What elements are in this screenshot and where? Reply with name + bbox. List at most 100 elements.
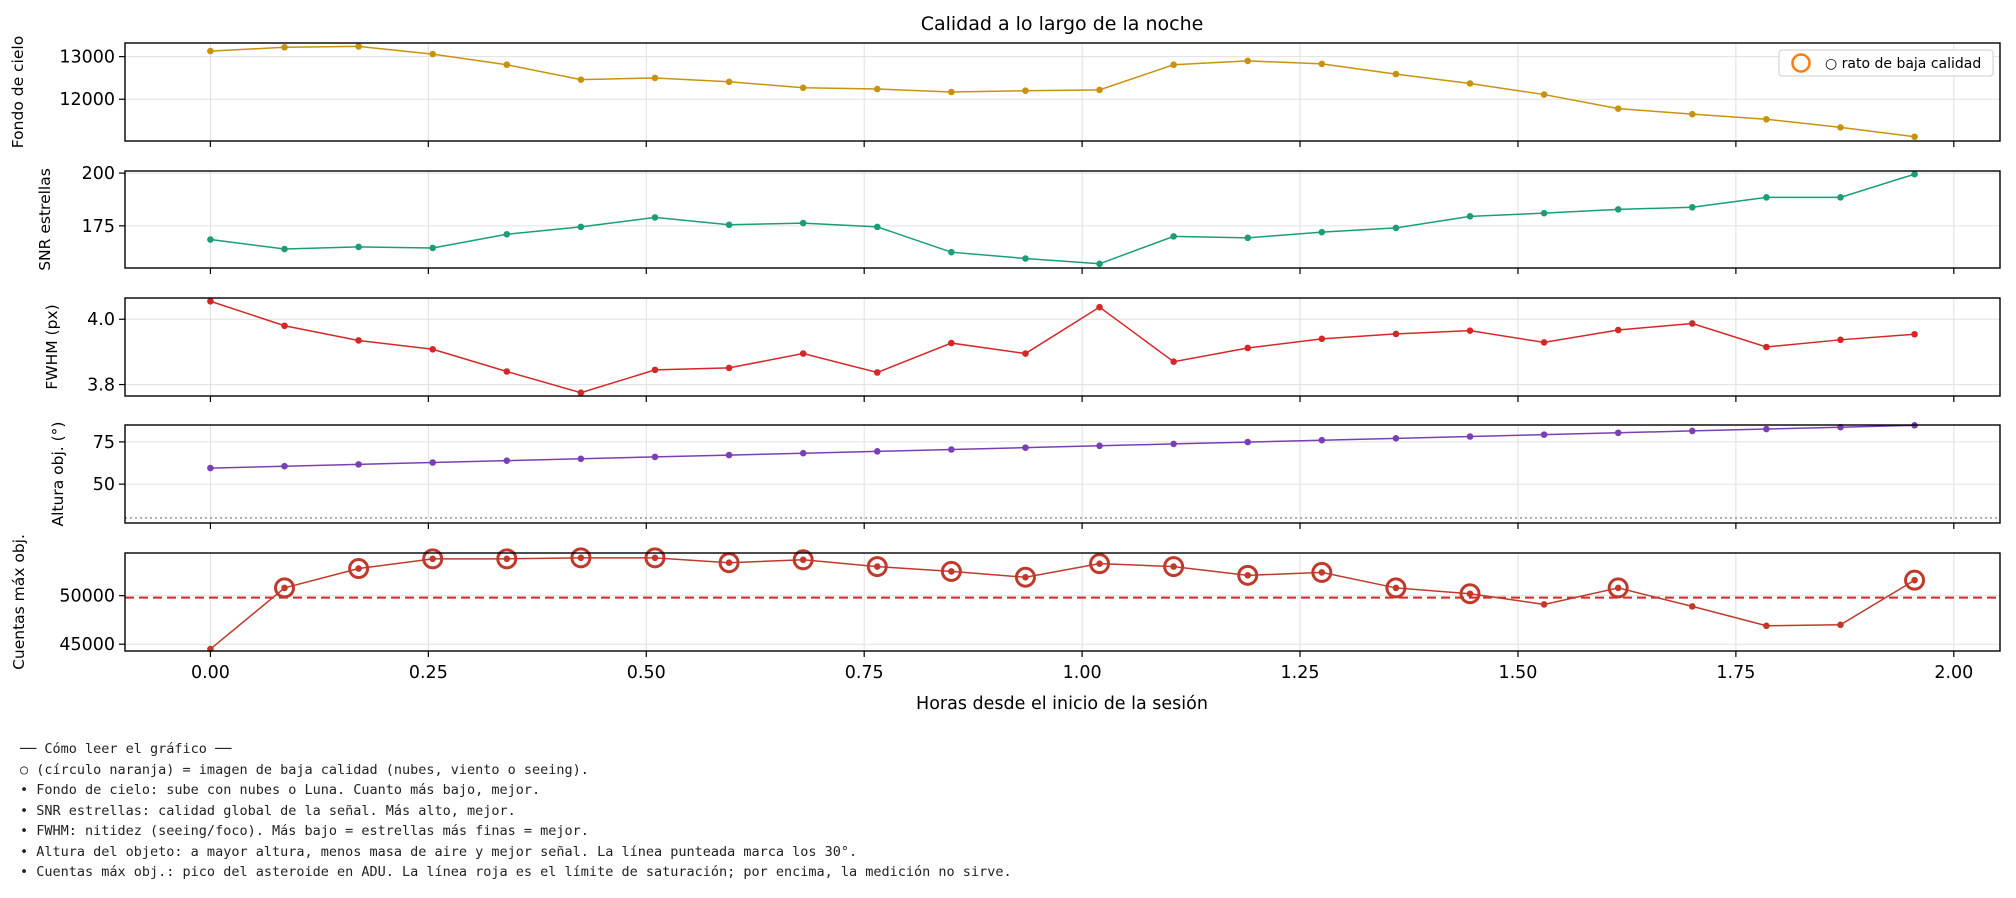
data-point — [1688, 427, 1696, 435]
data-point — [281, 584, 288, 592]
data-point — [799, 556, 807, 564]
panel-frame — [124, 552, 2001, 652]
data-point — [1392, 70, 1400, 78]
data-point — [1540, 209, 1548, 217]
data-point — [1170, 233, 1177, 240]
data-point — [1466, 590, 1474, 598]
data-point — [207, 464, 214, 472]
data-point — [429, 459, 437, 466]
data-point — [1911, 133, 1918, 141]
data-point — [207, 297, 214, 305]
low-quality-marker — [1237, 564, 1259, 586]
y-tick-label: 4.0 — [87, 310, 115, 330]
data-point — [725, 364, 733, 372]
data-point — [1614, 429, 1622, 437]
data-point — [651, 74, 659, 82]
data-point — [1170, 61, 1177, 69]
panel-frame — [124, 297, 2001, 397]
low-quality-marker — [348, 558, 370, 580]
data-point — [651, 554, 659, 562]
data-point — [1170, 358, 1177, 366]
x-tick-label: 1.75 — [1716, 663, 1755, 683]
data-point — [1022, 573, 1029, 581]
x-tick-label: 0.00 — [191, 663, 230, 683]
panel-frame — [124, 42, 2001, 142]
data-point — [1614, 326, 1622, 334]
data-point — [429, 555, 437, 563]
data-point — [725, 451, 733, 459]
data-point — [1911, 170, 1918, 178]
reading-guide: ── Cómo leer el gráfico ── ○ (círculo na… — [20, 739, 1012, 883]
low-quality-marker — [422, 548, 444, 570]
data-point — [1837, 621, 1844, 629]
data-point — [1392, 584, 1400, 592]
data-point — [355, 43, 362, 50]
data-point — [1096, 86, 1103, 94]
legend-marker-icon — [1791, 53, 1811, 73]
data-point — [355, 243, 362, 251]
data-point — [577, 223, 585, 231]
y-tick-label: 13000 — [59, 48, 115, 68]
data-point — [873, 223, 881, 231]
data-point — [1392, 224, 1400, 232]
panel-2: 175 200 SNR estrellas — [36, 164, 2001, 274]
panel-5: 45000 50000 0.00 0.25 0.50 0.75 1.00 1.25 1.50 1.… — [10, 534, 2001, 683]
data-point — [577, 76, 585, 83]
quality-chart: Calidad a lo largo de la noche 12000 1300… — [9, 13, 2001, 714]
data-point — [1763, 194, 1770, 201]
data-point — [503, 555, 511, 563]
y-axis-label: Altura obj. (°) — [49, 422, 67, 527]
data-point — [281, 43, 288, 51]
data-point — [1096, 442, 1103, 450]
x-tick-label: 1.00 — [1063, 663, 1102, 683]
x-tick-label: 2.00 — [1934, 663, 1973, 683]
data-point — [429, 244, 437, 252]
low-quality-marker — [1904, 569, 1926, 591]
data-point — [1022, 350, 1029, 357]
y-axis-label: Fondo de cielo — [9, 36, 27, 148]
data-point — [651, 366, 659, 374]
data-point — [1911, 330, 1918, 338]
data-point — [1096, 560, 1103, 567]
reading-guide-line: • FWHM: nitidez (seeing/foco). Más bajo … — [20, 823, 589, 839]
y-tick-label: 3.8 — [87, 376, 115, 396]
data-point — [355, 565, 362, 572]
data-point — [1837, 124, 1844, 131]
low-quality-marker — [1163, 556, 1185, 578]
data-point — [1614, 105, 1622, 112]
x-tick-label: 0.75 — [845, 663, 884, 683]
data-point — [207, 236, 214, 243]
y-axis-label: Cuentas máx obj. — [10, 534, 28, 670]
data-point — [873, 369, 881, 376]
data-point — [1096, 303, 1103, 311]
panel-4: 50 75 Altura obj. (°) — [49, 422, 2001, 529]
data-point — [725, 78, 733, 86]
x-tick-label: 0.25 — [409, 663, 448, 683]
data-point — [1022, 444, 1029, 451]
data-point — [503, 368, 511, 375]
y-tick-label: 200 — [82, 164, 115, 184]
data-point — [503, 230, 511, 238]
low-quality-marker — [1385, 577, 1407, 599]
data-point — [1022, 87, 1029, 95]
low-quality-marker — [1311, 561, 1333, 583]
reading-guide-heading: ── Cómo leer el gráfico ── — [20, 741, 232, 757]
panel-3: 3.8 4.0 FWHM (px) — [43, 297, 2001, 402]
data-point — [725, 559, 733, 567]
low-quality-marker — [866, 556, 888, 578]
low-quality-marker — [718, 552, 740, 574]
panel-1: 12000 13000 Fondo de cielo — [9, 36, 2001, 148]
low-quality-marker — [1089, 553, 1111, 575]
low-quality-marker — [1014, 566, 1036, 588]
data-point — [1392, 330, 1400, 338]
data-point — [1540, 601, 1548, 608]
data-point — [873, 85, 881, 93]
data-point — [1466, 327, 1474, 334]
x-tick-label: 1.50 — [1498, 663, 1537, 683]
legend-label: ○ rato de baja calidad — [1825, 56, 1981, 72]
data-point — [577, 554, 585, 562]
y-tick-label: 50000 — [59, 587, 115, 607]
data-point — [948, 88, 955, 96]
data-point — [1688, 203, 1696, 211]
series-line — [210, 45, 1915, 138]
